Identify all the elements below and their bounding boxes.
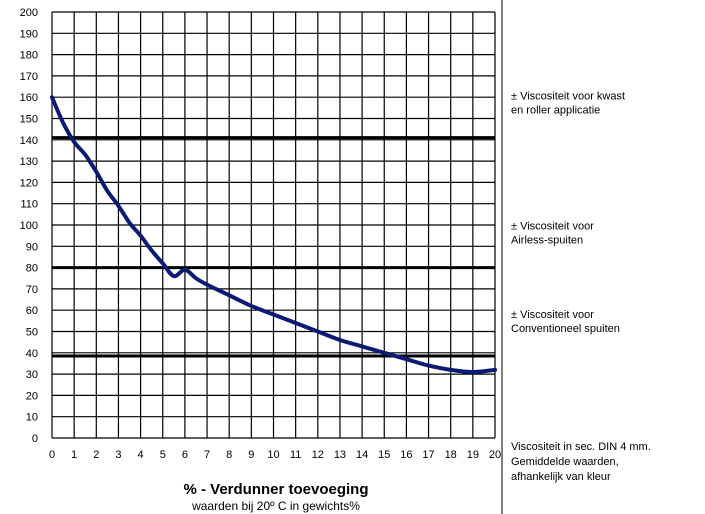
y-tick-label: 50 [26,327,38,339]
y-tick-label: 130 [20,156,38,168]
footnote-line: afhankelijk van kleur [511,471,611,483]
y-tick-label: 200 [20,7,38,19]
reference-label: ± Viscositeit voor kwast [511,91,625,103]
y-tick-label: 180 [20,50,38,62]
x-tick-label: 16 [400,449,412,461]
y-tick-label: 40 [26,348,38,360]
y-tick-label: 140 [20,135,38,147]
x-tick-label: 5 [160,449,166,461]
y-tick-label: 150 [20,114,38,126]
x-tick-label: 8 [226,449,232,461]
y-tick-label: 0 [32,433,38,445]
reference-lines [52,136,495,358]
x-tick-label: 11 [290,449,301,461]
y-tick-label: 80 [26,263,38,275]
x-tick-label: 4 [138,449,144,461]
x-tick-label: 0 [49,449,55,461]
series-layer [50,95,497,374]
x-tick-label: 9 [248,449,254,461]
y-tick-label: 100 [20,220,38,232]
reference-label: Airless-spuiten [511,235,583,247]
x-tick-label: 18 [445,449,457,461]
y-axis-ticks: 0 10 20 30 40 50 60 70 80 90 100 110 120 130 140 150 160… [20,7,38,445]
x-tick-label: 20 [489,449,501,461]
x-axis-label: % - Verdunner toevoeging [183,481,368,498]
footnote-line: Viscositeit in sec. DIN 4 mm. [511,441,651,453]
footnote: Viscositeit in sec. DIN 4 mm. Gemiddelde … [511,441,651,483]
x-tick-label: 10 [267,449,279,461]
x-tick-label: 17 [422,449,434,461]
x-tick-label: 7 [204,449,210,461]
y-tick-label: 10 [26,412,38,424]
x-tick-label: 19 [467,449,479,461]
reference-notes: ± Viscositeit voor kwast en roller applic… [511,91,625,335]
y-tick-label: 60 [26,305,38,317]
x-tick-label: 13 [334,449,346,461]
series-line [50,95,497,374]
y-tick-label: 120 [20,177,38,189]
reference-label: ± Viscositeit voor [511,309,594,321]
grid-lines [51,11,496,439]
y-tick-label: 30 [26,369,38,381]
y-tick-label: 70 [26,284,38,296]
reference-label: ± Viscositeit voor [511,221,594,233]
x-axis-ticks: 0 1 2 3 4 5 6 7 8 9 10 11 12 13 14 15 16 17 18 19 20 [49,449,501,461]
x-tick-label: 2 [93,449,99,461]
y-tick-label: 190 [20,28,38,40]
reference-label: Conventioneel spuiten [511,323,620,335]
y-tick-label: 90 [26,241,38,253]
y-tick-label: 20 [26,390,38,402]
y-tick-label: 160 [20,92,38,104]
y-tick-label: 170 [20,71,38,83]
x-tick-label: 6 [182,449,188,461]
x-tick-label: 3 [115,449,121,461]
x-tick-label: 15 [378,449,390,461]
x-tick-label: 12 [312,449,324,461]
y-tick-label: 110 [20,199,38,211]
x-tick-label: 1 [71,449,77,461]
footnote-line: Gemiddelde waarden, [511,456,619,468]
x-tick-label: 14 [356,449,368,461]
x-axis-sublabel: waarden bij 20º C in gewichts% [191,499,360,513]
reference-label: en roller applicatie [511,105,600,117]
